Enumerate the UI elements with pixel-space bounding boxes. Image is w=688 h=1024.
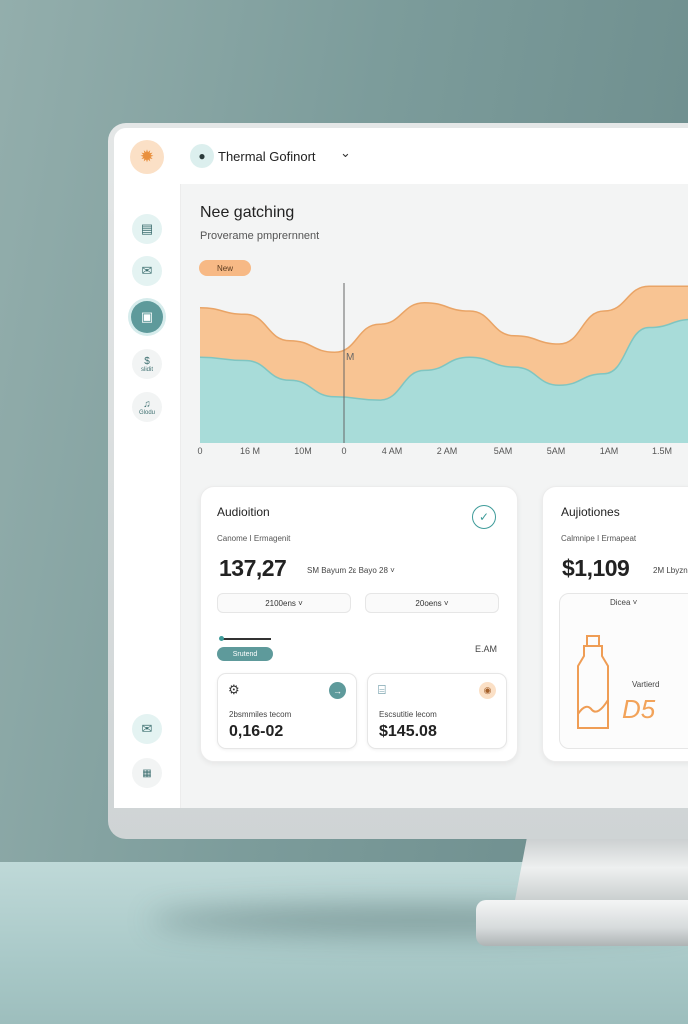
page-subtitle: Proverame pmprernnent: [200, 230, 320, 242]
chevron-down-icon[interactable]: ⌄: [340, 145, 351, 160]
card-subtitle: Canome I Ermagenit: [217, 534, 291, 543]
select-1[interactable]: 2100ens ˅: [217, 593, 351, 613]
bell-symbol: ♫: [143, 398, 151, 410]
status-badge[interactable]: Srutend: [217, 647, 273, 661]
page-title: Nee gatching: [200, 204, 295, 221]
big-value: $1,109: [562, 555, 630, 581]
select-2[interactable]: 20oens ˅: [365, 593, 499, 613]
card-title: Audioition: [217, 505, 270, 519]
mini-label: Escsutitie lecom: [379, 710, 437, 719]
mini-value: $145.08: [379, 723, 437, 740]
dollar-symbol: $: [144, 355, 150, 367]
x-tick-label: 0: [341, 446, 347, 456]
slider-track[interactable]: [221, 638, 271, 640]
x-tick-label: 1.5M: [651, 446, 673, 456]
x-tick-label: 5AM: [546, 446, 566, 456]
x-tick-label: 0: [197, 446, 203, 456]
dollar-label: slidit: [140, 366, 153, 373]
grid-icon[interactable]: ▦: [132, 758, 162, 788]
mini-card-1[interactable]: ⚙ → 2bsmmiles tecom 0,16-02: [217, 673, 357, 749]
arrow-icon[interactable]: →: [329, 682, 346, 699]
cursor-label: M: [346, 352, 354, 363]
right-label: E.AM: [475, 644, 498, 654]
product-select[interactable]: Dicea ˅: [610, 598, 638, 607]
x-tick-label: 5AM: [493, 446, 513, 456]
coin-icon[interactable]: ◉: [479, 682, 496, 699]
product-value: D5: [622, 694, 656, 724]
mail-icon[interactable]: ✉: [132, 256, 162, 286]
area-chart[interactable]: M: [200, 278, 688, 443]
x-tick-label: 2 AM: [436, 446, 458, 456]
audioition-card: Audioition ✓ Canome I Ermagenit 137,27 S…: [200, 486, 518, 762]
lower-series-area: [200, 319, 688, 443]
avatar[interactable]: ●: [190, 144, 214, 168]
x-tick-label: 1AM: [599, 446, 619, 456]
mail-icon[interactable]: ✉: [132, 714, 162, 744]
monitor-stand-base: [476, 900, 688, 946]
new-tag[interactable]: New: [199, 260, 251, 276]
wallet-icon: ⌸: [378, 682, 386, 697]
card-title: Aujiotiones: [561, 505, 620, 519]
mini-card-2[interactable]: ⌸ ◉ Escsutitie lecom $145.08: [367, 673, 507, 749]
x-tick-label: 16 M: [239, 446, 261, 456]
document-icon[interactable]: ▤: [132, 214, 162, 244]
aujiotiones-card: Aujiotiones Calmnipe I Ermapeat $1,109 2…: [542, 486, 688, 762]
product-label: Vartierd: [632, 680, 660, 689]
upper-series-line: [200, 285, 688, 354]
dollar-icon[interactable]: $ slidit: [132, 349, 162, 379]
check-icon[interactable]: ✓: [472, 505, 496, 529]
bell-icon[interactable]: ♫ Glodu: [132, 392, 162, 422]
lower-series-line: [200, 318, 688, 401]
bell-label: Glodu: [138, 409, 155, 416]
sun-icon[interactable]: ✹: [130, 140, 164, 174]
inline-text[interactable]: SM Bayum 2ε Bayo 28 ˅: [307, 566, 395, 575]
inline-text: 2M Lbyzn: [653, 566, 688, 575]
app-title[interactable]: Thermal Gofinort: [218, 149, 316, 164]
sidebar: ✹ ▤ ✉ ▣ $ slidit ♫ Glodu ✉ ▦: [114, 128, 181, 808]
mini-label: 2bsmmiles tecom: [229, 710, 292, 719]
big-value: 137,27: [219, 555, 287, 581]
x-tick-label: 10M: [294, 446, 312, 456]
bottle-icon: [577, 635, 609, 729]
mini-value: 0,16-02: [229, 723, 284, 740]
product-panel[interactable]: Dicea ˅ Vartierd D5: [559, 593, 688, 749]
gear-icon: ⚙: [228, 682, 240, 697]
slider-handle[interactable]: [219, 636, 224, 641]
monitor-screen: ✹ ▤ ✉ ▣ $ slidit ♫ Glodu ✉ ▦ ● Thermal G…: [114, 128, 688, 808]
x-tick-label: 4 AM: [381, 446, 403, 456]
card-subtitle: Calmnipe I Ermapeat: [561, 534, 637, 543]
x-axis-ticks: 0 16 M 10M 0 4 AM 2 AM 5AM 5AM 1AM 1.5M: [197, 446, 688, 460]
image-icon[interactable]: ▣: [131, 301, 163, 333]
top-bar: ● Thermal Gofinort ⌄: [180, 128, 688, 184]
